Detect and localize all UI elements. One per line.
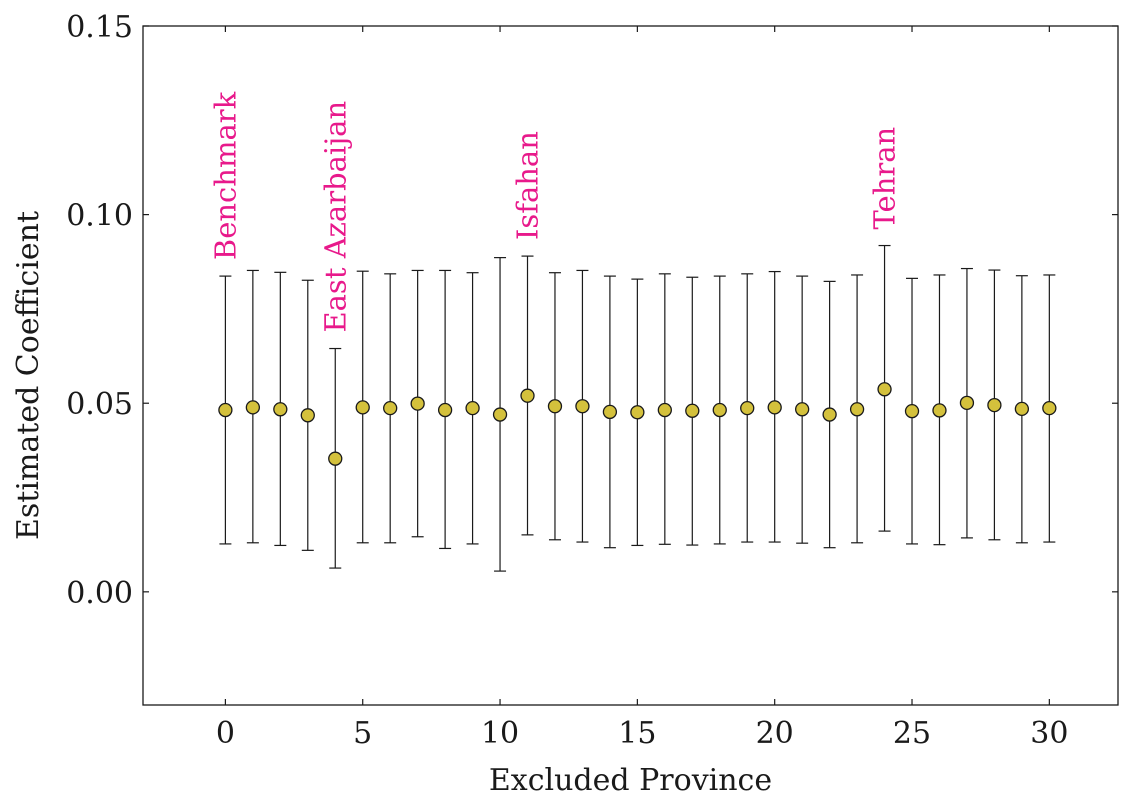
axes-layer: 0 5 10 15 20 25 30 0.00 0.05 0.10 0.15 [66,10,1119,751]
x-tick-label: 30 [1030,716,1068,751]
annotation-label: Benchmark [208,91,242,260]
x-tick-label: 0 [216,716,235,751]
data-point [712,402,727,418]
data-point [355,400,370,415]
data-point [410,396,425,411]
data-point [795,402,810,417]
data-point [740,400,755,416]
data-point [932,403,947,418]
data-point [849,402,865,417]
data-point [273,402,288,417]
x-tick-label: 5 [353,716,372,751]
data-point [685,403,700,418]
data-point [245,400,261,415]
y-tick-label: 0.05 [66,387,133,422]
annotation-label: Isfahan [511,131,545,240]
data-point [877,382,892,397]
y-tick-label: 0.10 [66,199,133,234]
data-point [328,451,343,466]
data-point [959,395,975,410]
annotation-label: East Azarbaijan [318,101,352,333]
x-tick-label: 10 [481,716,519,751]
y-tick-label: 0.00 [66,576,133,611]
x-tick-label: 20 [756,716,794,751]
data-point [383,400,398,416]
data-point [987,397,1002,413]
data-point [492,407,508,422]
x-tick-label: 15 [618,716,656,751]
y-tick-label: 0.15 [66,10,133,45]
x-axis-title: Excluded Province [489,763,772,798]
data-point [547,399,563,414]
data-point [520,388,535,403]
x-tick-label: 25 [893,716,931,751]
data-point [602,404,618,420]
data-point [437,402,453,418]
annotation-label: Tehran [868,127,902,230]
data-point [300,408,315,423]
data-point [1014,401,1030,417]
data-point [822,407,837,422]
y-axis-title: Estimated Coefficient [11,211,46,540]
data-point [1042,400,1057,416]
data-point [767,400,782,415]
data-point [657,402,672,418]
data-point [904,403,920,419]
markers-layer [218,382,1057,466]
data-point [218,402,233,418]
annotations-layer: Benchmark East Azarbaijan Isfahan Tehran [208,91,901,332]
data-point [630,405,645,420]
plot-frame [142,25,1119,706]
data-point [465,400,480,416]
data-point [575,399,590,414]
